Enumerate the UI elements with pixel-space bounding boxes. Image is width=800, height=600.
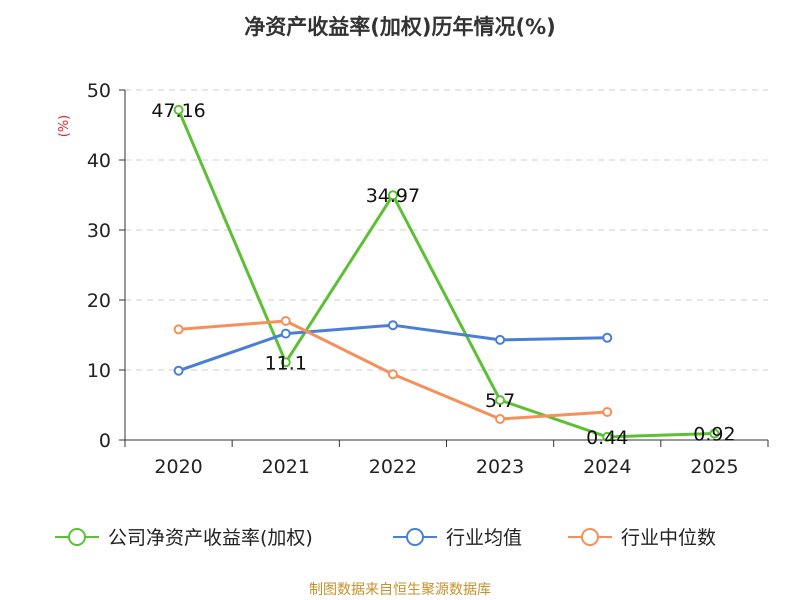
series-line-1 [178, 323, 608, 373]
y-axis-label: (%) [57, 115, 72, 138]
point-0-2025 [709, 428, 720, 439]
data-label-2022: 34.97 [366, 185, 420, 207]
point-1-2023 [495, 334, 506, 345]
y-tick-label-10: 10 [87, 360, 111, 382]
legend-marker-0 [68, 528, 86, 546]
source-note: 制图数据来自恒生聚源数据库 [309, 582, 491, 598]
series-line-0 [177, 109, 715, 439]
point-2-2023 [495, 414, 506, 424]
data-label-2023: 5.7 [485, 390, 515, 412]
point-0-2020 [173, 104, 184, 115]
series-1 [173, 320, 613, 376]
point-2-2021 [280, 316, 291, 326]
point-2-2024 [602, 407, 613, 417]
point-1-2022 [387, 320, 398, 331]
x-tick-label-2025: 2025 [690, 456, 738, 478]
point-2-2022 [387, 369, 398, 380]
gridlines [125, 89, 768, 371]
x-tick-label-2021: 2021 [262, 456, 310, 478]
data-label-2020: 47.16 [151, 100, 205, 122]
series-2 [173, 316, 613, 424]
legend-label-0: 公司净资产收益率(加权) [108, 527, 313, 549]
chart-title: 净资产收益率(加权)历年情况(%) [244, 15, 555, 39]
point-1-2024 [602, 332, 613, 343]
y-tick-label-20: 20 [87, 290, 111, 312]
point-1-2020 [173, 365, 184, 376]
point-0-2023 [495, 395, 506, 406]
series-lines [173, 104, 720, 442]
x-tick-label-2023: 2023 [476, 456, 524, 478]
legend-label-1: 行业均值 [446, 527, 522, 549]
y-tick-label-0: 0 [99, 430, 111, 452]
legend-label-2: 行业中位数 [621, 527, 716, 549]
legend-marker-1 [406, 528, 424, 546]
x-tick-label-2022: 2022 [369, 456, 417, 478]
x-tick-label-2024: 2024 [583, 456, 631, 478]
y-tick-label-40: 40 [87, 150, 111, 172]
point-0-2024 [602, 431, 613, 442]
legend: 公司净资产收益率(加权) 行业均值 行业中位数 [55, 527, 716, 549]
y-tick-label-30: 30 [87, 220, 111, 242]
point-0-2021 [280, 357, 291, 368]
data-label-2024: 0.44 [586, 427, 628, 449]
point-1-2021 [280, 328, 291, 339]
point-0-2022 [387, 190, 398, 201]
y-tick-label-50: 50 [87, 80, 111, 102]
legend-marker-2 [581, 528, 599, 546]
data-labels: 47.16 11.1 34.97 5.7 0.44 0.92 [151, 100, 735, 449]
point-2-2020 [173, 324, 184, 335]
data-label-2025: 0.92 [693, 424, 735, 446]
axes: 0 10 20 30 40 50 2020 2021 2022 2023 2024 2025 [87, 80, 769, 478]
x-tick-label-2020: 2020 [154, 456, 202, 478]
series-0 [173, 104, 720, 442]
data-label-2021: 11.1 [265, 352, 307, 374]
